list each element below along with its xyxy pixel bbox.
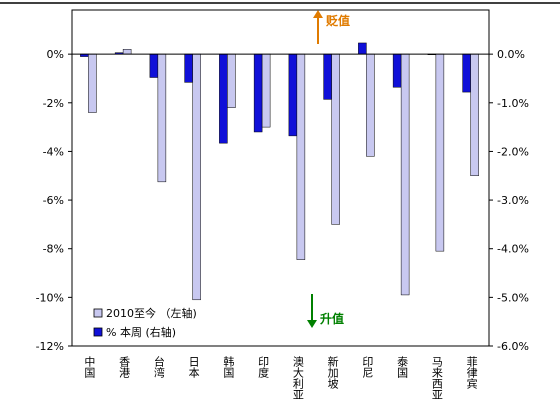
bar-ytd-9 (400, 53, 410, 296)
plot-frame (71, 9, 490, 347)
appreciate-arrow-head (307, 320, 317, 328)
right-axis-tick-label: -6.0% (497, 340, 529, 353)
legend: 2010至今 （左轴) % 本周 (右轴) (93, 306, 197, 339)
bar-ytd-3 (192, 53, 201, 301)
left-axis: 0% -2% -4% -6% -8% -10% -12% (36, 48, 72, 353)
appreciate-label: 升值 (320, 311, 344, 326)
bar-ytd-10 (435, 53, 445, 252)
bar-week-9 (392, 53, 402, 88)
left-axis-tick-label: 0% (47, 48, 64, 61)
bar-week-5 (253, 53, 263, 133)
bar-ytd-7 (331, 53, 340, 225)
left-axis-tick-label: -6% (43, 194, 64, 207)
left-axis-tick-label: -12% (36, 340, 64, 353)
bar-ytd-1 (122, 49, 132, 55)
appreciate-annotation: 升值 (307, 294, 344, 328)
bar-week-11 (462, 53, 471, 93)
bar-week-7 (323, 53, 332, 100)
category-label: 韩国 (222, 355, 235, 379)
legend-swatch-week (93, 327, 103, 337)
bar-week-8 (358, 42, 367, 55)
bar-week-2 (149, 53, 159, 78)
legend-label-ytd: 2010至今 （左轴) (106, 306, 197, 320)
bar-ytd-0 (88, 53, 97, 113)
right-axis: 0.0% -1.0% -2.0% -3.0% -4.0% -5.0% -6.0% (489, 48, 529, 353)
category-label: 马来西亚 (430, 356, 443, 400)
category-label: 台湾 (152, 355, 165, 379)
legend-label-week: % 本周 (右轴) (106, 325, 176, 339)
depreciate-arrow-head (313, 10, 323, 18)
bar-ytd-2 (157, 53, 167, 183)
category-label: 印度 (257, 356, 270, 379)
right-axis-tick-label: -2.0% (497, 145, 529, 158)
category-label: 香港 (118, 356, 131, 378)
bar-ytd-5 (261, 53, 271, 128)
category-axis: 中国 香港 台湾 日本 韩国 印度 澳大利亚 新加坡 印尼 泰国 马来西亚 菲律宾 (83, 355, 478, 400)
right-axis-tick-label: -5.0% (497, 291, 529, 304)
category-label: 中国 (83, 356, 96, 379)
category-label: 新加坡 (326, 355, 339, 390)
legend-swatch-ytd (93, 308, 103, 318)
category-label: 澳大利亚 (291, 356, 304, 400)
bar-ytd-6 (296, 53, 306, 260)
left-axis-tick-label: -4% (43, 145, 64, 158)
category-label: 泰国 (396, 355, 409, 379)
bar-ytd-4 (227, 53, 236, 108)
bars-group (80, 42, 479, 301)
bar-ytd-8 (366, 53, 375, 157)
depreciate-label: 贬值 (326, 13, 350, 28)
right-axis-tick-label: 0.0% (497, 48, 525, 61)
category-label: 菲律宾 (465, 356, 478, 389)
right-axis-tick-label: -1.0% (497, 97, 529, 110)
category-label: 日本 (187, 356, 200, 379)
left-axis-tick-label: -8% (43, 243, 64, 256)
bar-week-3 (184, 53, 193, 83)
category-label: 印尼 (361, 356, 374, 379)
right-axis-tick-label: -3.0% (497, 194, 529, 207)
depreciate-annotation: 贬值 (313, 10, 350, 44)
bar-week-6 (288, 53, 298, 137)
bar-week-4 (219, 53, 228, 144)
right-axis-tick-label: -4.0% (497, 243, 529, 256)
left-axis-tick-label: -10% (36, 291, 64, 304)
bar-ytd-11 (470, 53, 479, 177)
left-axis-tick-label: -2% (43, 97, 64, 110)
